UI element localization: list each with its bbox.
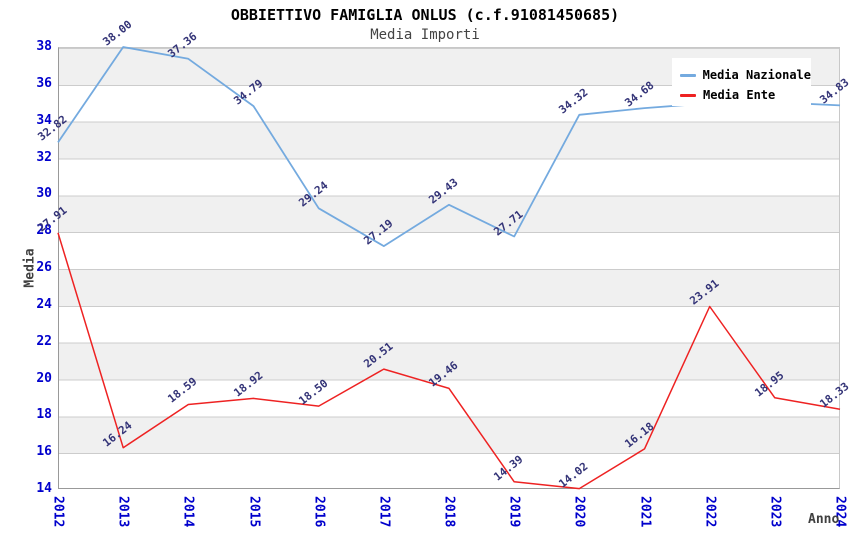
- line-media-ente: [57, 232, 841, 490]
- x-tick-label: 2015: [246, 496, 261, 528]
- legend-row-media-ente: Media Ente: [680, 85, 811, 105]
- chart-title: OBBIETTIVO FAMIGLIA ONLUS (c.f.910814506…: [230, 6, 620, 24]
- legend-row-media-nazionale: Media Nazionale: [680, 65, 811, 85]
- x-tick-label: 2023: [767, 496, 783, 528]
- line-series-layer: [57, 46, 841, 490]
- y-tick-label: 24: [36, 296, 52, 312]
- media-nazionale-line-swatch-icon: [680, 73, 696, 77]
- legend-label-media-nazionale: Media Nazionale: [702, 68, 811, 82]
- x-tick-label: 2012: [50, 496, 66, 528]
- y-tick-label: 18: [36, 407, 52, 423]
- y-tick-label: 16: [36, 444, 52, 460]
- x-tick-label: 2016: [311, 496, 327, 528]
- y-tick-label: 30: [36, 186, 52, 202]
- x-tick-label: 2022: [702, 496, 718, 528]
- y-tick-label: 20: [36, 370, 52, 386]
- plot-area: [58, 47, 840, 489]
- y-tick-label: 36: [36, 75, 52, 91]
- y-tick-label: 34: [36, 112, 52, 128]
- x-tick-label: 2017: [376, 496, 392, 528]
- y-tick-label: 14: [36, 481, 52, 496]
- legend-label-media-ente: Media Ente: [703, 88, 776, 102]
- y-tick-label: 28: [36, 223, 52, 239]
- y-tick-label: 26: [36, 260, 52, 275]
- y-tick-label: 22: [36, 333, 52, 349]
- x-tick-label: 2021: [637, 496, 652, 528]
- y-tick-label: 32: [36, 149, 52, 165]
- chart-subtitle: Media Importi: [370, 27, 480, 43]
- legend-box: Media Nazionale Media Ente: [672, 58, 811, 106]
- x-tick-label: 2018: [441, 496, 457, 528]
- y-tick-label: 38: [36, 39, 52, 54]
- x-tick-label: 2014: [180, 496, 196, 528]
- x-axis-title: Anno: [808, 512, 840, 527]
- media-ente-line-swatch-icon: [680, 93, 696, 97]
- x-tick-label: 2020: [571, 496, 587, 528]
- x-tick-label: 2013: [115, 496, 131, 528]
- x-tick-label: 2019: [506, 496, 522, 528]
